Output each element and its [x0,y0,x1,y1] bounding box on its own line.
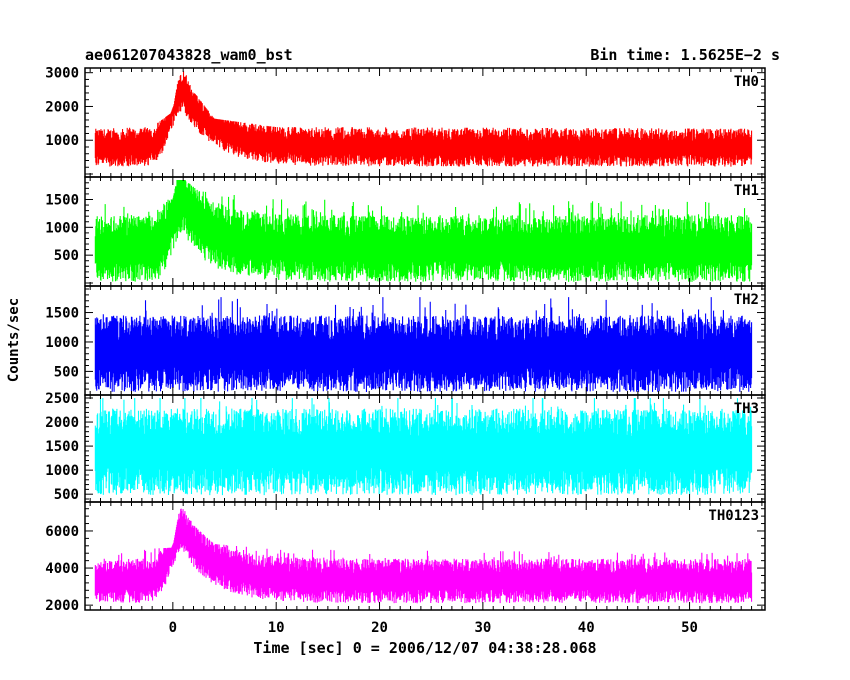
y-tick-label: 500 [54,248,79,264]
y-tick-label: 1000 [45,335,79,351]
y-tick-label: 4000 [45,561,79,577]
y-tick-label: 1500 [45,439,79,455]
y-tick-label: 2000 [45,598,79,614]
y-tick-label: 2000 [45,99,79,115]
series-th3 [94,398,753,496]
panel-label: TH2 [734,292,759,308]
x-tick-label: 50 [681,620,698,636]
x-tick-label: 20 [371,620,388,636]
y-tick-label: 1500 [45,192,79,208]
panel-th0: 1000 2000 3000 TH0 [45,66,766,178]
panel-th3: 500 1000 1500 2000 2500 TH3 [45,391,766,503]
x-tick-label: 30 [474,620,491,636]
bin-time-label: Bin time: 1.5625E−2 s [590,46,780,64]
y-tick-label: 500 [54,364,79,380]
panels-group: 100020003000TH050010001500TH150010001500… [45,66,766,636]
y-tick-label: 2000 [45,415,79,431]
y-axis-label: Counts/sec [6,298,22,382]
panel-frame [84,501,766,611]
x-tick-label: 10 [268,620,285,636]
series-th2 [94,297,753,392]
panel-label: TH0 [734,74,759,90]
chart-title: ae061207043828_wam0_bst [85,46,293,64]
panel-label: TH3 [734,401,759,417]
series-th0123 [94,508,753,604]
x-axis-label: Time [sec] 0 = 2006/12/07 04:38:28.068 [253,639,596,657]
y-tick-label: 2500 [45,391,79,407]
panel-th2: 500 1000 1500 TH2 [45,285,766,396]
x-tick-label: 0 [169,620,177,636]
y-tick-label: 1000 [45,463,79,479]
y-tick-label: 1000 [45,133,79,149]
series-th1 [94,180,753,282]
y-tick-label: 6000 [45,524,79,540]
panel-th1: 500 1000 1500 TH1 [45,176,766,287]
panel-th0123: 2000 4000 6000 TH0123 [45,501,766,614]
y-tick-label: 1500 [45,306,79,322]
y-tick-label: 500 [54,487,79,503]
panel-label: TH0123 [708,508,759,524]
x-tick-label: 40 [578,620,595,636]
y-tick-label: 3000 [45,66,79,82]
panel-label: TH1 [734,183,759,199]
y-tick-label: 1000 [45,220,79,236]
series-th0 [94,71,753,167]
